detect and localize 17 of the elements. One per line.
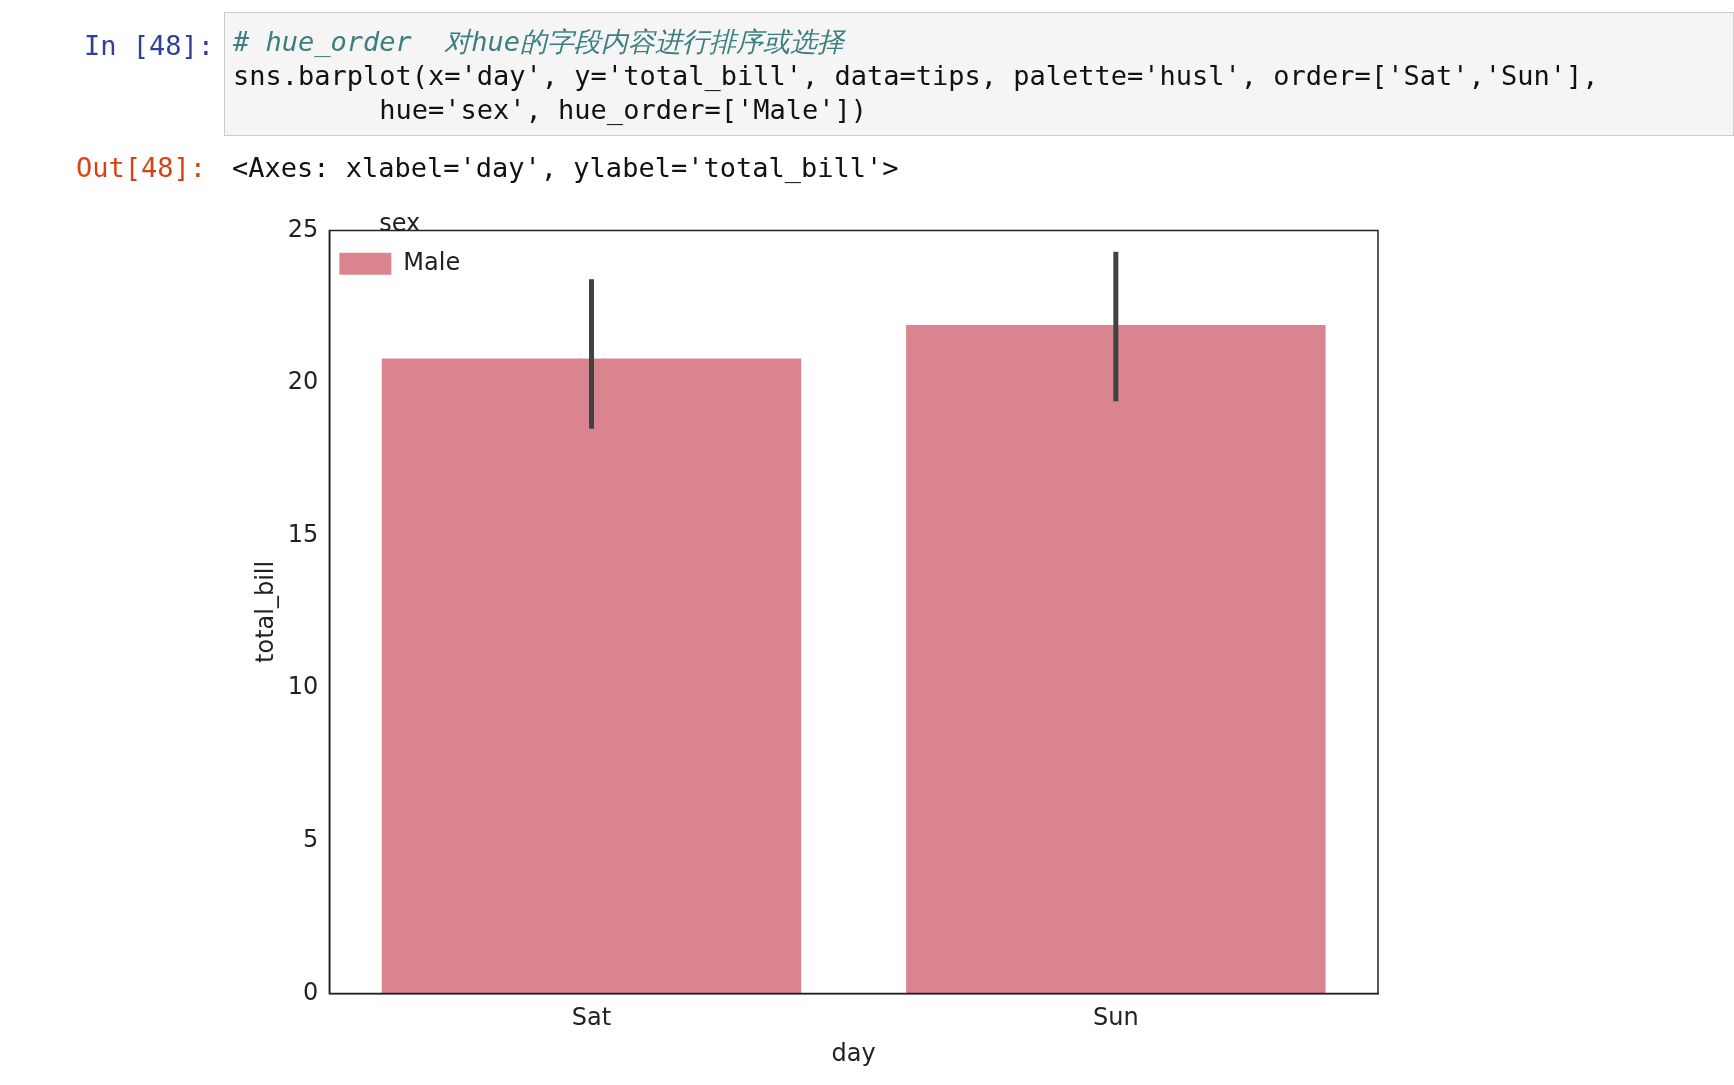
text: sns.barplot(x='day', y='total_bill', data=tips, palette='husl', order=['Sat','Sun'],: [233, 59, 1600, 93]
y-tick-label: 20: [287, 367, 319, 396]
y-tick-label: 0: [303, 977, 319, 1006]
text: Out[48]:: [76, 152, 207, 183]
text: <Axes: xlabel='day', ylabel='total_bill'>: [232, 152, 899, 183]
legend-label: Male: [403, 248, 461, 277]
y-tick-label: 25: [287, 214, 319, 243]
x-axis-title: day: [831, 1038, 876, 1067]
text: hue='sex', hue_order=['Male']): [378, 93, 868, 127]
x-tick-label: Sun: [1093, 1003, 1139, 1032]
x-tick-label: Sat: [571, 1003, 612, 1032]
y-axis-title: total_bill: [250, 560, 279, 663]
text: In [48]:: [84, 30, 215, 61]
y-tick-label: 10: [287, 672, 319, 701]
text: # hue_order 对hue的字段内容进行排序或选择: [233, 25, 847, 59]
y-tick-label: 5: [303, 825, 319, 854]
y-tick-label: 15: [287, 519, 319, 548]
